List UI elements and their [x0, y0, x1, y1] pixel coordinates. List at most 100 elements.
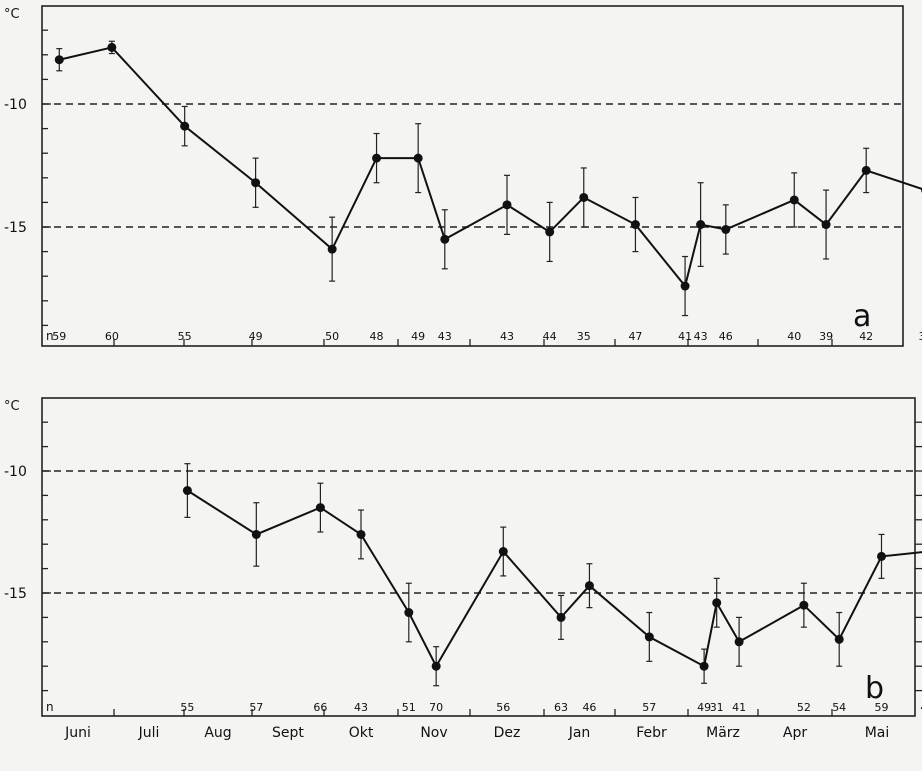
- data-point: [834, 634, 844, 644]
- data-point: [789, 195, 799, 205]
- n-label: n: [46, 700, 54, 714]
- series-line: [59, 46, 922, 289]
- data-point: [799, 600, 809, 610]
- n-value: 57: [642, 701, 656, 714]
- y-tick-label: -15: [4, 586, 27, 602]
- n-value: 41: [678, 330, 692, 343]
- data-point: [861, 165, 871, 175]
- data-point: [404, 608, 414, 618]
- panel-label: a: [853, 299, 871, 334]
- y-axis-unit: °C: [4, 7, 20, 22]
- month-label: Sept: [272, 725, 304, 741]
- month-label: Mai: [865, 725, 890, 741]
- month-label: Okt: [349, 725, 374, 741]
- month-label: März: [706, 725, 740, 741]
- data-point: [498, 547, 508, 557]
- n-value: 46: [582, 701, 596, 714]
- n-value: 49: [411, 330, 425, 343]
- n-value: 55: [178, 330, 192, 343]
- n-value: 39: [819, 330, 833, 343]
- data-point: [680, 281, 690, 291]
- data-point: [315, 503, 325, 513]
- n-value: 59: [52, 330, 66, 343]
- data-point: [877, 551, 886, 561]
- n-value: 56: [496, 701, 510, 714]
- series-line: [186, 489, 922, 669]
- data-point: [734, 637, 744, 647]
- plot-frame: [41, 5, 904, 347]
- month-axis: Juni Juli Aug Sept Okt Nov Dez Jan Febr März Apr Ma…: [64, 725, 889, 741]
- n-value: 35: [577, 330, 591, 343]
- n-value: 44: [543, 330, 557, 343]
- n-value: 31: [710, 701, 724, 714]
- n-value: 57: [249, 701, 263, 714]
- n-value: 47: [628, 330, 642, 343]
- month-label: Dez: [494, 725, 521, 741]
- month-label: Jan: [568, 725, 591, 741]
- n-value: 46: [719, 330, 733, 343]
- n-value: 46: [920, 701, 922, 714]
- data-point: [712, 598, 722, 608]
- data-point: [579, 192, 589, 202]
- y-tick-label: -10: [4, 97, 27, 113]
- month-label: Febr: [636, 725, 667, 741]
- data-point: [584, 581, 594, 591]
- data-point: [413, 153, 423, 163]
- data-point: [356, 529, 366, 539]
- data-point: [251, 529, 261, 539]
- data-point: [54, 55, 64, 65]
- n-value: 54: [832, 701, 846, 714]
- month-label: Juli: [138, 725, 160, 741]
- data-point: [545, 227, 555, 237]
- n-value: 55: [180, 701, 194, 714]
- panel-label: b: [865, 671, 884, 706]
- data-point: [107, 42, 117, 52]
- data-point: [630, 220, 640, 230]
- plot-frame: [41, 397, 916, 717]
- n-value: 43: [354, 701, 368, 714]
- n-value: 41: [732, 701, 746, 714]
- n-value: 60: [105, 330, 119, 343]
- month-label: Apr: [783, 725, 807, 741]
- n-value: 42: [859, 330, 873, 343]
- n-value: 43: [694, 330, 708, 343]
- data-point: [821, 220, 831, 230]
- n-value: 43: [438, 330, 452, 343]
- n-value: 50: [325, 330, 339, 343]
- n-value: 66: [313, 701, 327, 714]
- data-point: [696, 220, 706, 230]
- n-value: 49: [249, 330, 263, 343]
- n-value: 43: [500, 330, 514, 343]
- n-value: 63: [554, 701, 568, 714]
- n-value: 70: [429, 701, 443, 714]
- data-point: [180, 121, 190, 131]
- data-point: [431, 661, 441, 671]
- data-point: [556, 612, 566, 622]
- n-value: 59: [875, 701, 889, 714]
- y-tick-label: -10: [4, 464, 27, 480]
- data-point: [372, 153, 382, 163]
- y-tick-label: -15: [4, 220, 27, 236]
- data-point: [182, 486, 192, 496]
- n-value: 49: [697, 701, 711, 714]
- n-value: 51: [402, 701, 416, 714]
- data-point: [699, 661, 709, 671]
- n-value: 40: [787, 330, 801, 343]
- data-point: [721, 224, 731, 234]
- month-label: Aug: [204, 725, 231, 741]
- data-point: [644, 632, 654, 642]
- data-point: [440, 234, 450, 244]
- data-point: [502, 200, 512, 210]
- n-value: 48: [370, 330, 384, 343]
- data-point: [251, 178, 261, 188]
- n-value: 36: [919, 330, 922, 343]
- month-label: Juni: [64, 725, 91, 741]
- data-point: [327, 244, 337, 254]
- n-label: n: [46, 329, 54, 343]
- y-axis-unit: °C: [4, 399, 20, 414]
- month-label: Nov: [420, 725, 447, 741]
- n-value: 52: [797, 701, 811, 714]
